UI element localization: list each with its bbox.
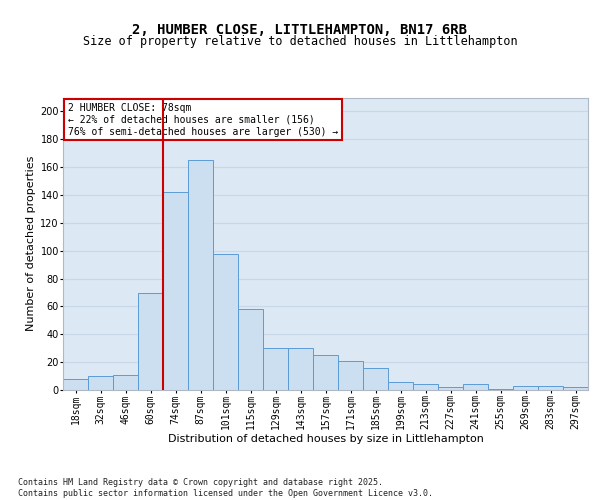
Bar [463,384,488,390]
Text: Size of property relative to detached houses in Littlehampton: Size of property relative to detached ho… [83,35,517,48]
Bar [238,309,263,390]
Bar [488,388,513,390]
Y-axis label: Number of detached properties: Number of detached properties [26,156,36,332]
Bar [63,379,88,390]
Bar [338,361,363,390]
Bar [88,376,113,390]
Bar [213,254,238,390]
Bar [388,382,413,390]
Bar [288,348,313,390]
Bar [363,368,388,390]
Bar [138,292,163,390]
Bar [263,348,288,390]
Text: Contains HM Land Registry data © Crown copyright and database right 2025.
Contai: Contains HM Land Registry data © Crown c… [18,478,433,498]
Text: 2 HUMBER CLOSE: 78sqm
← 22% of detached houses are smaller (156)
76% of semi-det: 2 HUMBER CLOSE: 78sqm ← 22% of detached … [68,104,338,136]
Bar [163,192,188,390]
Bar [438,387,463,390]
Bar [113,374,138,390]
Bar [313,355,338,390]
Bar [188,160,213,390]
Bar [563,387,588,390]
Bar [413,384,438,390]
Bar [538,386,563,390]
X-axis label: Distribution of detached houses by size in Littlehampton: Distribution of detached houses by size … [167,434,484,444]
Text: 2, HUMBER CLOSE, LITTLEHAMPTON, BN17 6RB: 2, HUMBER CLOSE, LITTLEHAMPTON, BN17 6RB [133,22,467,36]
Bar [513,386,538,390]
